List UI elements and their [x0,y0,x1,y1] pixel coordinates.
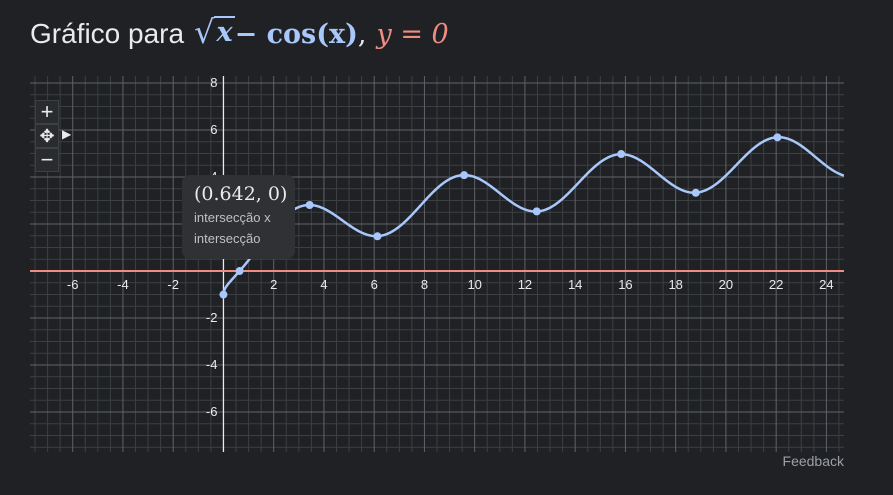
x-tick-label: 24 [819,277,833,292]
x-tick-label: 12 [518,277,532,292]
x-tick-label: -6 [67,277,79,292]
tooltip-label-2: intersecção [194,231,261,246]
x-tick-label: 16 [618,277,632,292]
title-prefix: Gráfico para [30,18,185,49]
sqrt-expression: √ x [194,16,235,48]
zoom-in-button[interactable]: + [35,100,59,124]
x-tick-label: 20 [719,277,733,292]
y-tick-label: -6 [206,404,218,419]
sqrt-sign: √ [194,13,215,51]
x-tick-label: 14 [568,277,582,292]
y-tick-label: 6 [210,122,217,137]
pan-button[interactable]: ✥ [35,124,59,148]
y-tick-label: -4 [206,357,218,372]
tooltip-coordinate: (0.642, 0) [194,183,288,205]
x-tick-label: 8 [421,277,428,292]
key-point[interactable] [773,133,782,142]
x-tick-label: 4 [320,277,327,292]
title-separator: , [357,19,367,50]
function-rest: − cos(x) [234,19,358,50]
x-tick-label: 18 [668,277,682,292]
x-tick-label: 10 [467,277,481,292]
x-tick-label: -2 [167,277,179,292]
pan-expand-icon[interactable]: ▶ [62,127,72,141]
y-tick-label: 8 [210,76,217,90]
key-point[interactable] [219,290,228,299]
key-point[interactable] [691,188,700,197]
tooltip-label-1: intersecção x [194,210,271,225]
key-point[interactable] [460,171,469,180]
key-point[interactable] [373,232,382,241]
pan-icon: ✥ [39,126,55,146]
key-point[interactable] [532,207,541,216]
x-tick-label: -4 [117,277,129,292]
key-point[interactable] [235,267,244,276]
key-point[interactable] [305,201,314,210]
intersection-tooltip: (0.642, 0) intersecção x intersecção [182,175,295,259]
y-tick-label: -2 [206,310,218,325]
function-expression: √ x − cos(x) [194,15,358,55]
x-tick-label: 6 [371,277,378,292]
feedback-link[interactable]: Feedback [782,453,844,469]
page-title: Gráfico para √ x − cos(x) , y = 0 [30,14,449,55]
key-point[interactable] [617,150,626,159]
zoom-out-button[interactable]: − [35,148,59,172]
hline-expression: y = 0 [376,19,449,50]
x-tick-label: 2 [270,277,277,292]
x-tick-label: 22 [769,277,783,292]
sqrt-argument: x [214,16,235,48]
